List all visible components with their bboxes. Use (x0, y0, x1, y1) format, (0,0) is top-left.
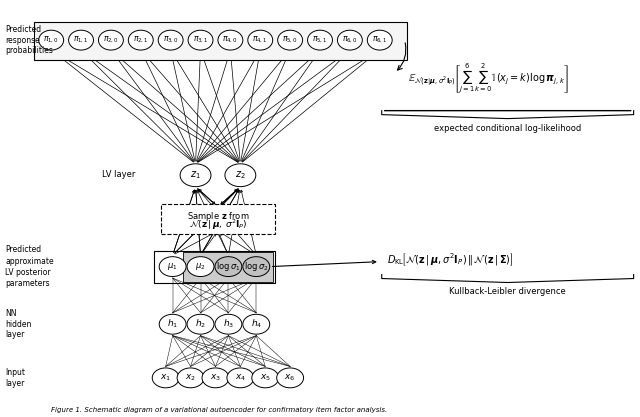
Ellipse shape (39, 30, 63, 50)
Ellipse shape (218, 30, 243, 50)
FancyBboxPatch shape (161, 204, 275, 234)
Text: $x_2$: $x_2$ (185, 373, 196, 383)
Ellipse shape (187, 257, 214, 276)
Ellipse shape (243, 314, 269, 334)
Text: Sample $\mathbf{z}$ from: Sample $\mathbf{z}$ from (187, 211, 249, 224)
Ellipse shape (278, 30, 303, 50)
Ellipse shape (243, 257, 269, 276)
Ellipse shape (187, 314, 214, 334)
Ellipse shape (68, 30, 93, 50)
Text: $x_4$: $x_4$ (235, 373, 246, 383)
Ellipse shape (215, 257, 242, 276)
Text: $h_3$: $h_3$ (223, 318, 234, 331)
Ellipse shape (337, 30, 362, 50)
Text: $\pi_{5,0}$: $\pi_{5,0}$ (282, 35, 298, 45)
Ellipse shape (308, 30, 332, 50)
Text: $\pi_{2,1}$: $\pi_{2,1}$ (133, 35, 148, 45)
Text: $\pi_{1,0}$: $\pi_{1,0}$ (44, 35, 59, 45)
Ellipse shape (99, 30, 124, 50)
Text: $h_2$: $h_2$ (195, 318, 206, 331)
Text: $x_1$: $x_1$ (160, 373, 172, 383)
Text: $\mathcal{N}(\mathbf{z}\,|\,\boldsymbol{\mu},\,\sigma^2\mathbf{I}_P)$: $\mathcal{N}(\mathbf{z}\,|\,\boldsymbol{… (189, 218, 247, 232)
Text: $\log\sigma_1$: $\log\sigma_1$ (216, 260, 241, 273)
Text: $\log\sigma_2$: $\log\sigma_2$ (244, 260, 269, 273)
Text: $\pi_{6,0}$: $\pi_{6,0}$ (342, 35, 358, 45)
Ellipse shape (129, 30, 153, 50)
Text: $\pi_{2,0}$: $\pi_{2,0}$ (103, 35, 119, 45)
Ellipse shape (159, 314, 186, 334)
Ellipse shape (225, 164, 256, 187)
Ellipse shape (159, 257, 186, 276)
Text: Figure 1. Schematic diagram of a variational autoencoder for confirmatory item f: Figure 1. Schematic diagram of a variati… (51, 407, 387, 413)
Text: $D_{\mathrm{KL}}\!\left[\mathcal{N}(\mathbf{z}\,|\,\boldsymbol{\mu},\sigma^2\mat: $D_{\mathrm{KL}}\!\left[\mathcal{N}(\mat… (387, 251, 513, 268)
Text: $x_3$: $x_3$ (210, 373, 221, 383)
Text: Kullback-Leibler divergence: Kullback-Leibler divergence (449, 287, 566, 296)
Text: Predicted
approximate
LV posterior
parameters: Predicted approximate LV posterior param… (5, 246, 54, 288)
Text: $\mu_2$: $\mu_2$ (195, 261, 206, 272)
FancyBboxPatch shape (183, 252, 273, 281)
Text: $\pi_{4,1}$: $\pi_{4,1}$ (252, 35, 268, 45)
Text: $z_1$: $z_1$ (190, 169, 201, 181)
Ellipse shape (152, 368, 179, 388)
Ellipse shape (276, 368, 303, 388)
Ellipse shape (177, 368, 204, 388)
Text: expected conditional log-likelihood: expected conditional log-likelihood (434, 123, 581, 133)
FancyBboxPatch shape (35, 22, 406, 60)
Text: $\pi_{3,1}$: $\pi_{3,1}$ (193, 35, 208, 45)
Ellipse shape (227, 368, 254, 388)
Ellipse shape (248, 30, 273, 50)
Ellipse shape (252, 368, 278, 388)
Text: $h_1$: $h_1$ (167, 318, 179, 331)
Text: NN
hidden
layer: NN hidden layer (5, 309, 32, 339)
Text: $x_5$: $x_5$ (260, 373, 271, 383)
Text: $\mathbb{E}_{\mathcal{N}(\mathbf{z}|\boldsymbol{\mu},\sigma^2\mathbf{I}_P)}\!\le: $\mathbb{E}_{\mathcal{N}(\mathbf{z}|\bol… (408, 61, 568, 95)
Text: $\pi_{5,1}$: $\pi_{5,1}$ (312, 35, 328, 45)
Ellipse shape (188, 30, 213, 50)
Text: $z_2$: $z_2$ (235, 169, 246, 181)
Text: $\pi_{4,0}$: $\pi_{4,0}$ (223, 35, 238, 45)
Text: Predicted
response
probabilities: Predicted response probabilities (5, 25, 53, 55)
Text: $\pi_{6,1}$: $\pi_{6,1}$ (372, 35, 388, 45)
Ellipse shape (158, 30, 183, 50)
Text: $x_6$: $x_6$ (285, 373, 296, 383)
Ellipse shape (367, 30, 392, 50)
Text: $\pi_{3,0}$: $\pi_{3,0}$ (163, 35, 179, 45)
Ellipse shape (180, 164, 211, 187)
Text: LV layer: LV layer (102, 170, 136, 179)
Text: Input
layer: Input layer (5, 368, 26, 387)
Text: $\pi_{1,1}$: $\pi_{1,1}$ (73, 35, 89, 45)
Ellipse shape (202, 368, 229, 388)
Ellipse shape (215, 314, 242, 334)
Text: $h_4$: $h_4$ (251, 318, 262, 331)
Text: $\mu_1$: $\mu_1$ (168, 261, 178, 272)
